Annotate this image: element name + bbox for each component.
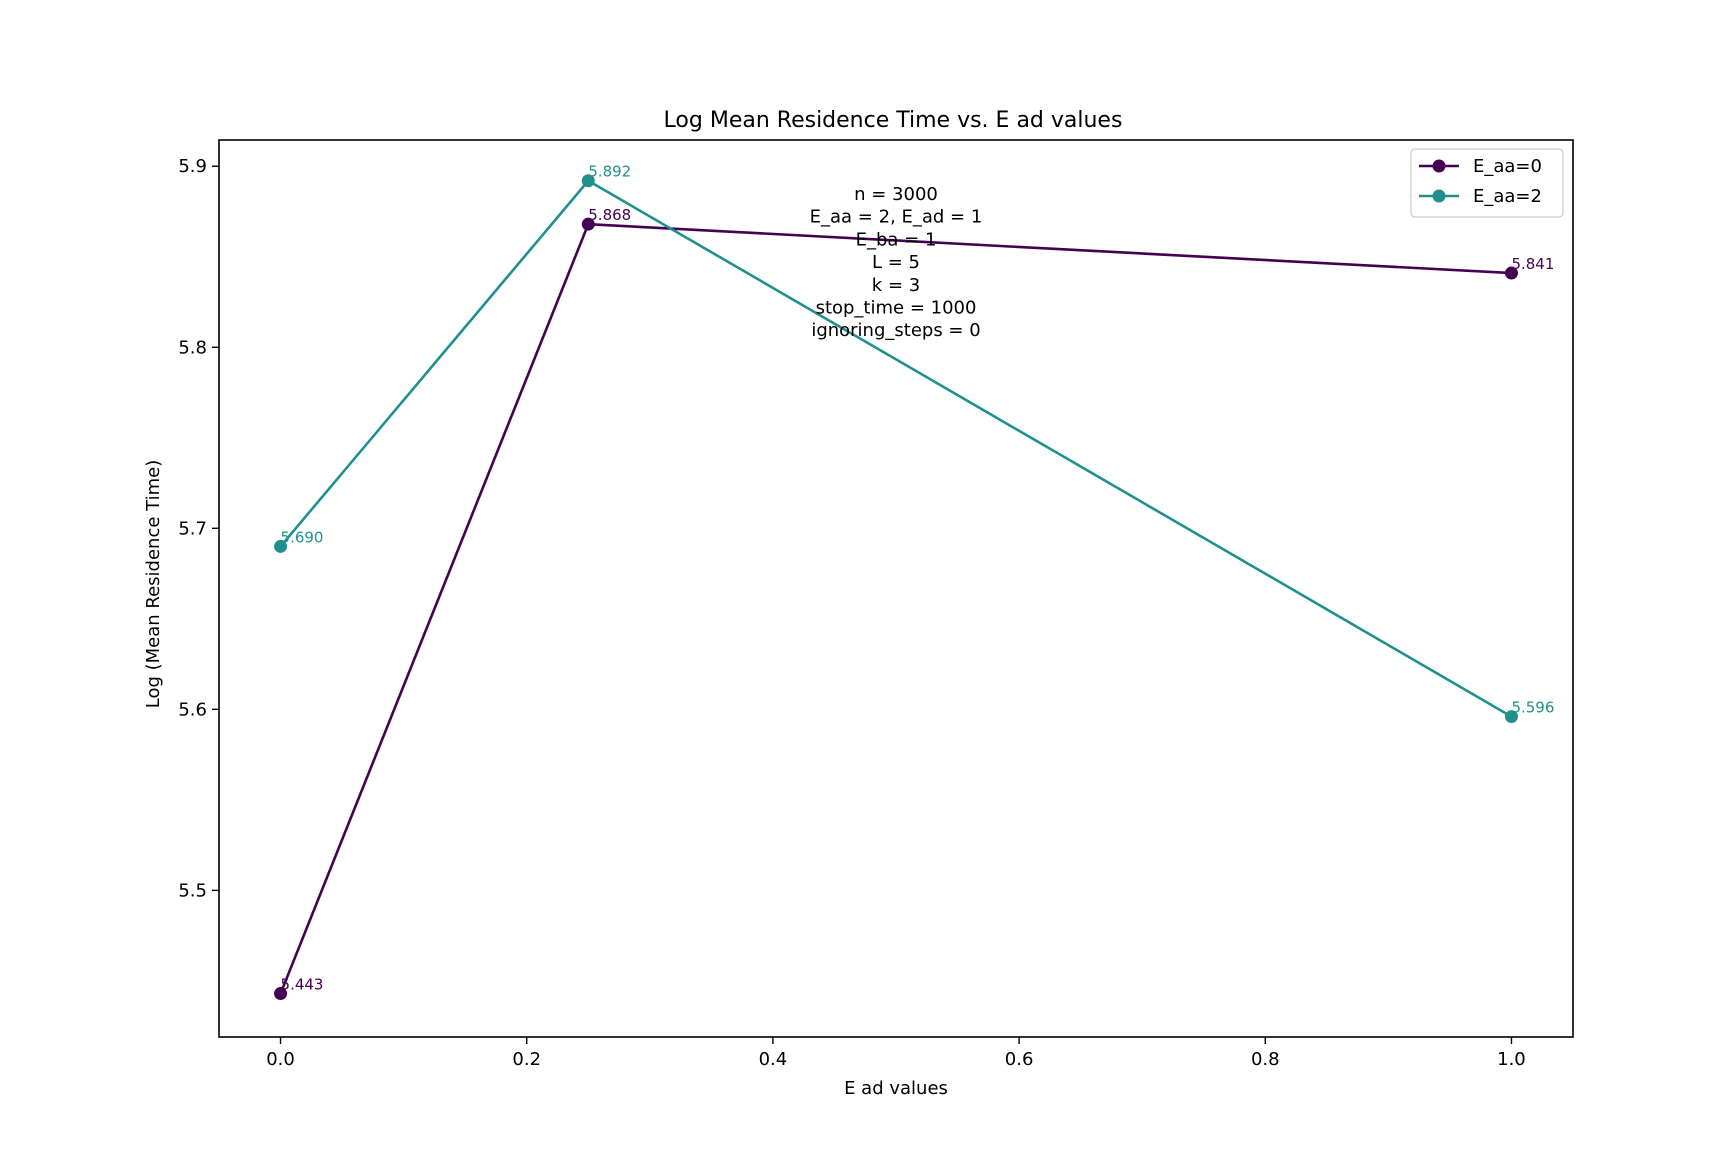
data-label-e-aa-2: 5.596 — [1511, 699, 1554, 717]
annotation-line: k = 3 — [872, 275, 920, 296]
data-point-e-aa-2 — [1504, 710, 1518, 724]
annotation-line: L = 5 — [872, 252, 920, 273]
legend-label-e-aa-2: E_aa=2 — [1473, 186, 1542, 207]
data-point-e-aa-2 — [274, 539, 288, 553]
x-axis-label: E ad values — [844, 1078, 948, 1099]
plot-frame — [218, 139, 1574, 1038]
chart-title: Log Mean Residence Time vs. E ad values — [664, 108, 1123, 133]
annotation-line: E_ba = 1 — [856, 229, 937, 250]
annotation-line: n = 3000 — [854, 184, 938, 205]
annotation-line: ignoring_steps = 0 — [811, 320, 980, 341]
x-tick-label: 0.8 — [1251, 1049, 1280, 1070]
data-label-e-aa-0: 5.443 — [281, 976, 324, 994]
x-tick-label: 0.4 — [759, 1049, 788, 1070]
y-tick-label: 5.5 — [178, 880, 207, 901]
y-axis-label: Log (Mean Residence Time) — [143, 460, 164, 708]
annotation-line: stop_time = 1000 — [816, 298, 977, 319]
annotation-line: E_aa = 2, E_ad = 1 — [810, 207, 983, 228]
data-label-e-aa-2: 5.690 — [281, 528, 324, 546]
x-tick-label: 0.6 — [1005, 1049, 1034, 1070]
x-tick-label: 0.2 — [512, 1049, 541, 1070]
data-point-e-aa-0 — [581, 217, 595, 231]
data-label-e-aa-2: 5.892 — [588, 163, 631, 181]
x-tick-label: 0.0 — [266, 1049, 295, 1070]
data-point-e-aa-2 — [581, 174, 595, 188]
legend-label-e-aa-0: E_aa=0 — [1473, 156, 1542, 177]
y-tick-label: 5.8 — [178, 337, 207, 358]
legend: E_aa=0 E_aa=2 — [1410, 148, 1564, 218]
legend-marker-e-aa-2 — [1432, 189, 1446, 203]
y-tick-label: 5.7 — [178, 518, 207, 539]
series-layer — [274, 174, 1518, 1001]
y-tick-label: 5.6 — [178, 699, 207, 720]
legend-marker-e-aa-0 — [1432, 159, 1446, 173]
x-tick-label: 1.0 — [1497, 1049, 1526, 1070]
data-point-e-aa-0 — [274, 987, 288, 1001]
data-labels-layer: 5.443 5.868 5.841 5.690 5.892 5.596 — [281, 163, 1555, 994]
axis-ticks: 0.0 0.2 0.4 0.6 0.8 1.0 5.5 5.6 5.7 5.8 5.9 — [178, 156, 1525, 1070]
data-label-e-aa-0: 5.868 — [588, 206, 631, 224]
data-point-e-aa-0 — [1504, 266, 1518, 280]
data-label-e-aa-0: 5.841 — [1511, 255, 1554, 273]
y-tick-label: 5.9 — [178, 156, 207, 177]
